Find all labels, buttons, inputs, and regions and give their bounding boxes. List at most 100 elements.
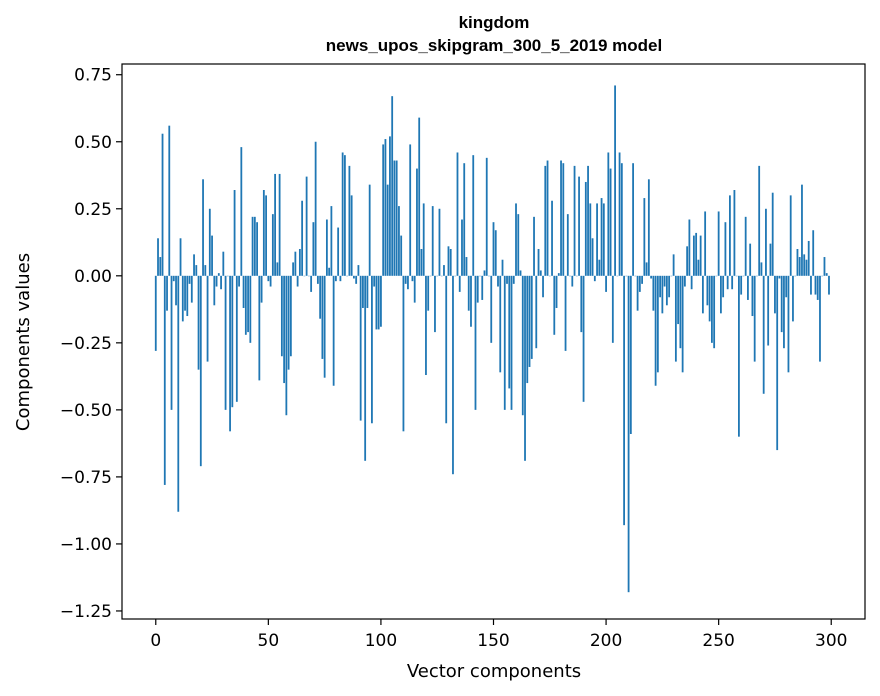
bar-89 [355,275,358,284]
bar-275 [774,275,776,314]
bar-225 [661,275,664,314]
bar-164 [524,275,526,461]
bar-189 [580,275,583,333]
bar-238 [690,275,693,290]
bar-62 [294,251,297,276]
bar-212 [632,163,634,276]
bar-79 [332,275,335,386]
bar-176 [551,200,553,276]
x-axis-label: Vector components [407,661,581,682]
bar-151 [494,230,497,276]
bar-123 [431,206,434,276]
bar-111 [404,275,407,284]
bar-51 [269,275,272,287]
y-tick-label: 0.75 [74,66,112,86]
bar-286 [798,257,801,276]
bar-206 [618,152,621,276]
bar-82 [339,275,342,282]
bar-271 [765,208,767,276]
bar-248 [713,275,716,349]
bar-71 [314,141,317,276]
bar-10 [177,275,180,512]
bar-109 [400,235,403,276]
bar-196 [596,203,598,276]
bar-277 [778,275,781,279]
bar-236 [686,246,689,276]
bar-227 [665,275,668,306]
bar-72 [316,275,319,284]
bar-170 [537,249,540,276]
bar-60 [289,275,292,357]
bar-166 [528,275,531,367]
bar-239 [692,235,695,276]
bar-254 [726,275,729,290]
bar-2 [159,257,162,276]
y-tick-label: −0.25 [60,334,112,354]
bar-18 [195,265,198,276]
bar-291 [810,275,812,295]
bar-23 [206,275,209,362]
bar-214 [636,275,639,311]
bar-11 [179,238,182,276]
x-tick-label: 0 [150,631,161,651]
y-tick-label: 0.00 [74,267,112,287]
bar-100 [380,275,382,327]
bar-228 [668,275,671,298]
bar-90 [357,265,360,276]
bar-155 [503,275,506,410]
bar-190 [582,275,585,402]
bar-119 [422,203,425,276]
bar-20 [199,275,202,467]
bar-78 [330,206,333,276]
bar-50 [267,275,270,282]
bar-207 [620,163,623,276]
bar-98 [375,275,378,330]
bar-299 [828,275,830,295]
bar-5 [166,275,168,311]
bar-8 [172,275,175,282]
bar-264 [749,243,752,276]
y-axis-ticks: 0.75 0.50 0.25 0.00 −0.25 −0.50 −0.75 −1.00 −1.2… [60,66,122,622]
bar-262 [744,216,747,276]
bar-45 [256,222,258,276]
bar-154 [501,259,504,276]
y-tick-label: 0.50 [74,133,112,153]
bar-192 [587,165,589,276]
bar-172 [542,275,544,298]
bar-240 [695,232,698,276]
bar-202 [609,168,612,276]
bar-169 [535,275,538,349]
bar-274 [771,192,774,276]
bar-15 [188,275,191,284]
bar-201 [607,152,610,276]
bar-1 [157,238,159,276]
bar-118 [420,249,423,276]
bar-232 [677,275,680,325]
bar-295 [819,275,821,362]
bar-210 [627,275,630,593]
bar-57 [283,275,286,384]
bar-158 [510,275,513,410]
bar-253 [724,222,727,276]
bar-7 [170,275,173,410]
bar-247 [711,275,713,343]
bar-260 [740,275,743,295]
bar-74 [321,275,324,359]
bar-197 [598,259,601,276]
bar-80 [334,275,337,282]
bar-200 [605,275,607,292]
bar-39 [242,275,245,308]
bar-37 [238,275,240,287]
bar-12 [181,275,184,322]
bar-219 [647,179,650,276]
bar-103 [386,184,389,276]
bar-233 [679,275,682,349]
bar-52 [271,214,274,276]
bar-222 [654,275,657,386]
bar-55 [278,173,281,276]
bar-243 [701,275,704,314]
bar-287 [801,184,803,276]
bars-layer [154,85,830,593]
bar-36 [235,275,238,402]
